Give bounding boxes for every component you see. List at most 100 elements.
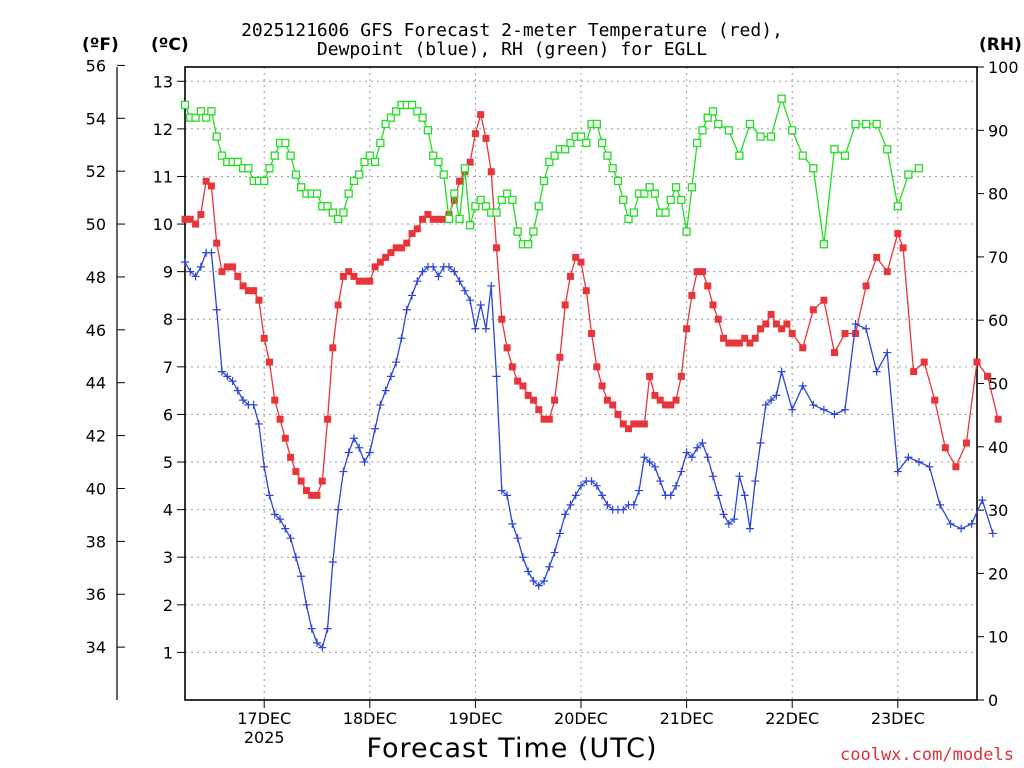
rh-tick-label: 70: [988, 248, 1008, 267]
dewpoint-point: [365, 448, 374, 457]
rh-point: [465, 221, 475, 230]
dewpoint-point: [355, 443, 364, 452]
dewpoint-point: [687, 453, 696, 462]
rh-tick-label: 20: [988, 564, 1008, 583]
rh-point: [434, 157, 443, 167]
rh-point: [703, 113, 712, 122]
temperature-point: [651, 391, 659, 399]
temperature-point: [683, 325, 691, 333]
dewpoint-point: [751, 477, 760, 486]
temperature-point: [735, 339, 743, 347]
rh-point: [191, 113, 200, 122]
temperature-point: [783, 320, 791, 328]
dewpoint-point: [196, 262, 205, 271]
rh-point: [355, 170, 364, 179]
dewpoint-point: [344, 448, 353, 457]
rh-point: [883, 145, 892, 154]
dewpoint-point: [492, 372, 501, 381]
temperature-point: [324, 415, 332, 423]
dewpoint-point: [302, 600, 311, 609]
dewpoint-point: [682, 448, 691, 457]
dewpoint-point: [666, 491, 675, 500]
celsius-tick-label: 8: [163, 310, 173, 329]
temperature-point: [302, 487, 310, 495]
temperature-point: [672, 396, 680, 404]
series-dewpoint: [181, 248, 997, 652]
temperature-point: [239, 282, 247, 290]
temperature-point: [693, 268, 701, 276]
temperature-point: [566, 272, 574, 280]
rh-point: [492, 208, 501, 217]
dewpoint-point: [740, 491, 749, 500]
dewpoint-point: [619, 505, 628, 514]
temperature-point: [778, 325, 786, 333]
rh-point: [893, 202, 902, 211]
dewpoint-point: [645, 458, 654, 467]
dewpoint-point: [297, 572, 306, 581]
temperature-point: [661, 401, 669, 409]
rh-point: [476, 195, 485, 205]
dewpoint-point: [709, 472, 717, 481]
dewpoint-point: [635, 486, 644, 495]
dewpoint-point: [386, 372, 395, 381]
temperature-point: [318, 477, 326, 485]
dewpoint-point: [212, 305, 221, 314]
temperature-point: [751, 334, 759, 342]
temperature-point: [440, 215, 448, 223]
rh-point: [196, 107, 205, 116]
fahrenheit-tick-label: 40: [86, 479, 106, 498]
rh-point: [386, 113, 396, 122]
temperature-point: [250, 287, 258, 295]
temperature-point: [899, 244, 907, 252]
dewpoint-point: [978, 496, 987, 505]
rh-point: [724, 126, 733, 135]
dewpoint-point: [571, 491, 580, 500]
temperature-point: [799, 344, 807, 352]
rh-point: [708, 107, 718, 116]
dewpoint-point: [851, 320, 860, 329]
rh-point: [592, 119, 601, 129]
credit-link[interactable]: coolwx.com/models: [840, 745, 1014, 765]
temperature-point: [207, 182, 215, 190]
rh-point: [270, 151, 279, 160]
dewpoint-point: [339, 467, 348, 476]
dewpoint-point: [413, 277, 422, 286]
dewpoint-point: [318, 643, 327, 652]
temperature-point: [920, 358, 928, 366]
rh-point: [455, 214, 464, 224]
temperature-point: [524, 391, 532, 399]
time-tick-label: 22DEC: [765, 709, 819, 728]
dewpoint-point: [777, 367, 786, 376]
fahrenheit-tick-label: 48: [86, 268, 106, 287]
temperature-point: [313, 491, 321, 499]
dewpoint-point: [276, 515, 285, 524]
celsius-tick-label: 2: [163, 596, 173, 615]
temperature-point: [656, 396, 664, 404]
temperature-point: [223, 263, 231, 271]
dewpoint-point: [371, 424, 380, 433]
temperature-point: [345, 268, 353, 276]
temperature-point: [714, 315, 722, 323]
rh-point: [861, 119, 871, 129]
rh-point: [333, 214, 343, 224]
dewpoint-point: [360, 458, 369, 467]
dewpoint-point: [730, 515, 739, 524]
rh-point: [323, 202, 332, 211]
temperature-point: [361, 277, 369, 285]
rh-point: [392, 107, 401, 116]
rh-point: [809, 164, 818, 173]
rh-tick-label: 100: [988, 58, 1019, 77]
gridlines: [185, 67, 977, 700]
dewpoint-point: [540, 577, 549, 586]
rh-point: [682, 227, 691, 236]
rh-point: [603, 151, 612, 160]
rh-point: [677, 195, 686, 205]
dewpoint-point: [735, 472, 744, 481]
temperature-point: [229, 263, 237, 271]
temperature-point: [561, 301, 569, 309]
series-rh: [180, 94, 924, 249]
dewpoint-point: [466, 296, 475, 305]
dewpoint-point: [809, 400, 818, 409]
dewpoint-point: [402, 305, 411, 314]
dewpoint-point: [598, 491, 607, 500]
